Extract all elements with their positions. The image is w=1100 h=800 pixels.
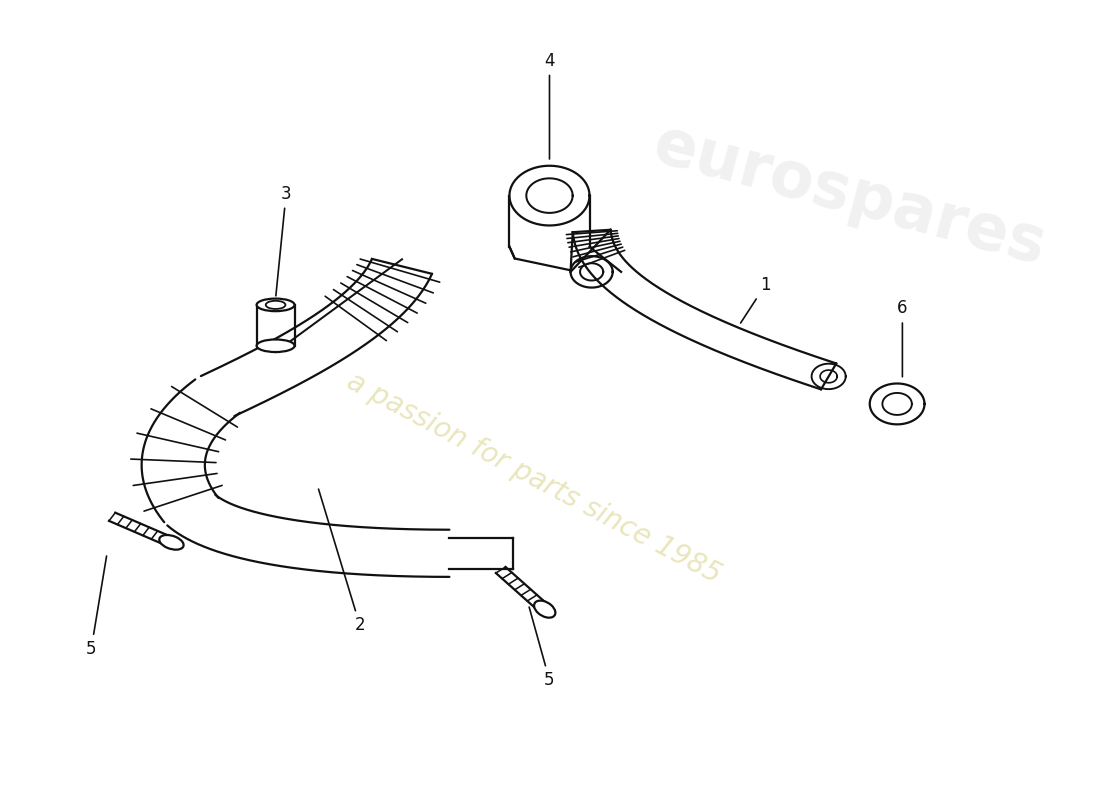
Text: 3: 3 [276, 185, 292, 296]
Text: 2: 2 [319, 489, 365, 634]
Text: a passion for parts since 1985: a passion for parts since 1985 [342, 368, 726, 590]
Ellipse shape [266, 301, 285, 309]
Ellipse shape [256, 298, 295, 311]
Ellipse shape [535, 601, 556, 618]
Text: 5: 5 [529, 607, 554, 690]
Text: 6: 6 [898, 299, 907, 377]
Text: 1: 1 [740, 276, 771, 323]
Ellipse shape [160, 535, 184, 550]
Text: eurospares: eurospares [647, 114, 1053, 278]
Text: 4: 4 [544, 52, 554, 159]
Text: 5: 5 [86, 556, 107, 658]
Ellipse shape [256, 339, 295, 352]
